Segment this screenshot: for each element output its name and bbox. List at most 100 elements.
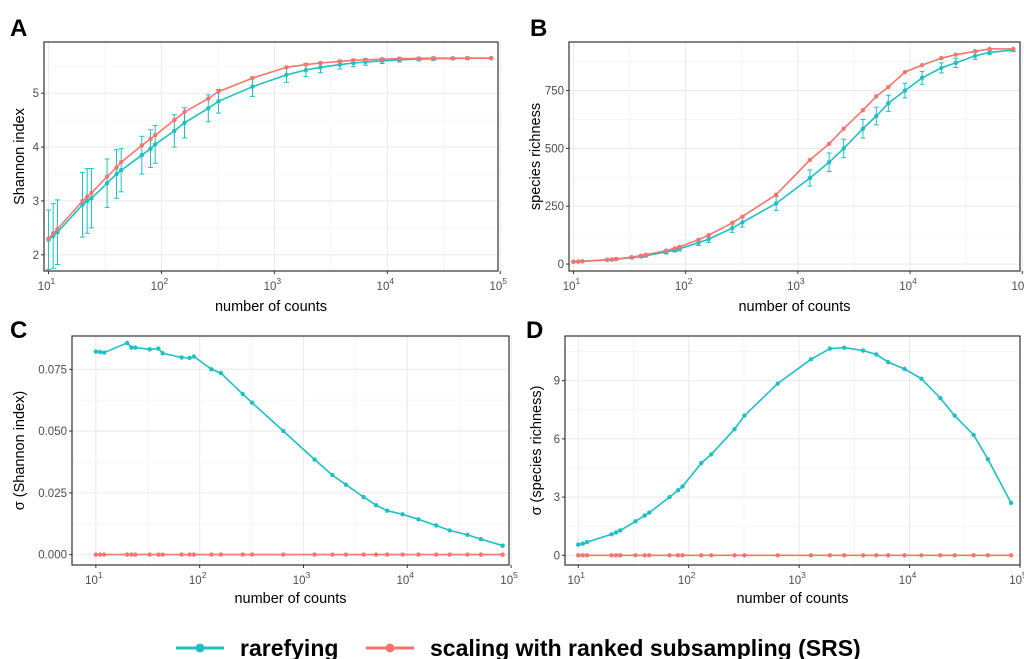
data-point bbox=[363, 57, 368, 62]
data-point bbox=[55, 226, 60, 232]
data-point bbox=[576, 542, 581, 547]
x-tick-label: 101 bbox=[567, 570, 585, 587]
data-point bbox=[182, 109, 187, 115]
data-point bbox=[139, 143, 145, 148]
data-point bbox=[343, 552, 349, 557]
data-point bbox=[191, 552, 197, 557]
data-point bbox=[638, 253, 644, 258]
panel-letter: A bbox=[10, 15, 27, 42]
y-tick-label: 9 bbox=[554, 376, 560, 388]
data-point bbox=[93, 552, 99, 557]
data-point bbox=[361, 494, 366, 500]
data-point bbox=[114, 171, 119, 177]
data-point bbox=[330, 552, 335, 557]
series-line-rarefying bbox=[573, 49, 1014, 263]
data-point bbox=[400, 512, 405, 517]
data-point bbox=[732, 426, 737, 432]
data-point bbox=[902, 69, 908, 75]
data-point bbox=[647, 510, 652, 515]
data-point bbox=[987, 46, 992, 52]
data-point bbox=[216, 99, 221, 104]
data-point bbox=[488, 55, 494, 61]
data-point bbox=[361, 552, 366, 557]
data-point bbox=[667, 494, 672, 500]
data-point bbox=[609, 553, 614, 558]
data-point bbox=[860, 126, 866, 131]
data-point bbox=[939, 65, 944, 71]
data-point bbox=[182, 120, 187, 126]
y-tick-label: 2 bbox=[33, 250, 39, 262]
data-point bbox=[450, 55, 456, 61]
data-point bbox=[902, 553, 907, 558]
data-point bbox=[101, 552, 107, 557]
data-point bbox=[580, 259, 585, 264]
x-axis-title: number of counts bbox=[215, 299, 327, 315]
data-point bbox=[447, 528, 452, 533]
data-point bbox=[874, 553, 879, 558]
series-line-rarefying bbox=[95, 341, 503, 547]
data-point bbox=[1010, 46, 1016, 52]
data-point bbox=[330, 472, 335, 478]
legend-key-point bbox=[195, 643, 205, 653]
y-axis-title: Shannon index bbox=[12, 107, 28, 204]
data-point bbox=[129, 552, 134, 557]
x-tick-label: 105 bbox=[500, 570, 518, 587]
data-point bbox=[874, 94, 879, 99]
data-point bbox=[209, 367, 214, 372]
data-point bbox=[775, 553, 780, 558]
x-tick-label: 104 bbox=[397, 570, 415, 587]
data-point bbox=[318, 65, 323, 70]
data-point bbox=[187, 355, 192, 361]
data-point bbox=[152, 133, 158, 138]
data-point bbox=[337, 59, 343, 64]
data-point bbox=[240, 391, 245, 397]
x-axis-title: number of counts bbox=[738, 299, 850, 315]
data-point bbox=[696, 240, 701, 245]
x-tick-label: 103 bbox=[788, 570, 806, 587]
y-tick-label: 0 bbox=[554, 550, 560, 562]
x-tick-label: 102 bbox=[675, 276, 693, 293]
data-point bbox=[160, 552, 165, 557]
data-point bbox=[118, 159, 124, 165]
data-point bbox=[584, 539, 590, 545]
y-tick-label: 3 bbox=[554, 492, 560, 504]
x-tick-label: 102 bbox=[678, 570, 696, 587]
panel-letter: D bbox=[526, 317, 543, 344]
data-point bbox=[80, 202, 85, 207]
panel-border bbox=[568, 41, 1021, 272]
series-line-srs bbox=[47, 57, 492, 240]
data-point bbox=[618, 553, 623, 558]
data-point bbox=[206, 96, 211, 101]
data-point bbox=[139, 152, 145, 158]
y-tick-label: 0 bbox=[558, 259, 564, 271]
data-point bbox=[709, 553, 714, 558]
series-rarefying bbox=[93, 340, 505, 548]
data-point bbox=[416, 552, 421, 557]
data-point bbox=[249, 552, 255, 557]
data-point bbox=[613, 530, 619, 535]
chart-panel-d: D 0 3 6 9 101 102 103 104 105 number of counts σ (s… bbox=[526, 317, 1024, 607]
data-point bbox=[919, 62, 925, 68]
data-point bbox=[80, 198, 85, 204]
data-point bbox=[580, 541, 586, 546]
data-point bbox=[156, 346, 161, 351]
data-point bbox=[312, 457, 317, 462]
data-point bbox=[730, 220, 735, 226]
data-point bbox=[613, 256, 619, 262]
chart-panel-a: A 2 3 4 5 101 102 103 104 105 number of counts Shan… bbox=[10, 15, 507, 315]
y-tick-label: 0.075 bbox=[38, 364, 67, 376]
data-point bbox=[118, 168, 124, 173]
data-point bbox=[773, 201, 779, 206]
data-point bbox=[97, 552, 103, 557]
data-point bbox=[663, 248, 669, 253]
data-point bbox=[826, 141, 832, 146]
data-point bbox=[152, 142, 158, 147]
data-point bbox=[827, 346, 833, 351]
x-tick-label: 102 bbox=[151, 276, 169, 293]
series-rarefying bbox=[570, 47, 1016, 264]
data-point bbox=[156, 552, 161, 557]
series-srs bbox=[93, 552, 505, 557]
data-point bbox=[842, 345, 847, 350]
data-point bbox=[647, 553, 652, 558]
y-axis-title: σ (Shannon index) bbox=[12, 391, 28, 510]
